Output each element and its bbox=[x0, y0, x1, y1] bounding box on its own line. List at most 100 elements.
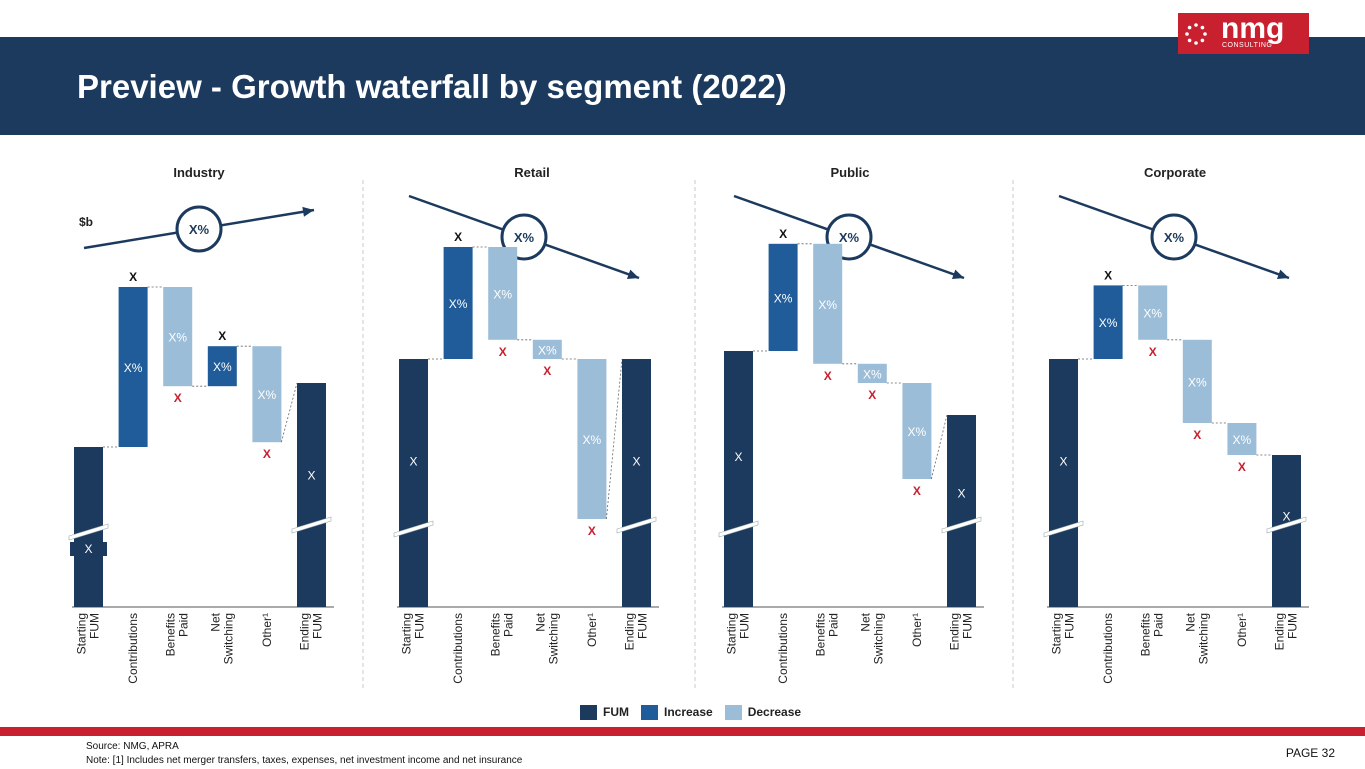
bar-value-label: X bbox=[1104, 268, 1112, 282]
category-tick-label: EndingFUM bbox=[623, 613, 650, 650]
unit-label: $b bbox=[79, 215, 93, 229]
bar-inner-label: X% bbox=[1099, 316, 1118, 330]
chart-title-retail: Retail bbox=[514, 165, 549, 180]
category-tick-label: StartingFUM bbox=[75, 613, 102, 654]
category-tick-label: EndingFUM bbox=[948, 613, 975, 650]
axis-break-icon bbox=[1266, 516, 1307, 534]
bar-inner-label: X% bbox=[538, 343, 557, 357]
bar-value-label: X bbox=[174, 391, 182, 405]
bar-inner-label: X bbox=[632, 455, 640, 469]
logo-wordmark: nmg bbox=[1221, 12, 1285, 45]
legend-label-decrease: Decrease bbox=[747, 705, 802, 719]
bar-value-label: X bbox=[868, 388, 876, 402]
connector-line bbox=[606, 358, 623, 520]
bar-increase bbox=[207, 346, 237, 387]
chart-title-industry: Industry bbox=[173, 165, 225, 180]
bar-increase bbox=[118, 287, 148, 447]
bar-decrease bbox=[163, 287, 193, 387]
bar-decrease bbox=[1138, 285, 1168, 340]
bar-inner-label: X% bbox=[449, 297, 468, 311]
trend-label: X% bbox=[839, 230, 860, 245]
bar-fum bbox=[1049, 359, 1078, 607]
bar-decrease bbox=[902, 383, 932, 479]
legend-item-decrease: Decrease bbox=[724, 704, 802, 720]
axis-break-icon bbox=[941, 516, 982, 534]
bar-value-label: X bbox=[218, 329, 226, 343]
bar-value-label: X bbox=[913, 484, 921, 498]
bar-inner-label: X% bbox=[493, 287, 512, 301]
bar-inner-label: X% bbox=[583, 433, 602, 447]
category-tick-label: Other¹ bbox=[1235, 613, 1249, 647]
trend-label: X% bbox=[514, 230, 535, 245]
connector-line bbox=[281, 382, 298, 443]
page-number: PAGE 32 bbox=[1285, 746, 1335, 760]
bar-value-label: X bbox=[588, 524, 596, 538]
category-tick-label: BenefitsPaid bbox=[1139, 613, 1166, 656]
legend-swatch-fum bbox=[580, 704, 597, 720]
bar-decrease bbox=[857, 363, 887, 383]
bar-value-label: X bbox=[824, 369, 832, 383]
bar-fum bbox=[724, 351, 753, 607]
bar-decrease bbox=[532, 339, 562, 359]
axis-break-icon bbox=[393, 520, 434, 538]
legend-item-increase: Increase bbox=[641, 704, 713, 720]
category-tick-label: BenefitsPaid bbox=[489, 613, 516, 656]
category-tick-label: Contributions bbox=[451, 613, 465, 684]
legend-item-fum: FUM bbox=[580, 704, 629, 720]
category-tick-label: BenefitsPaid bbox=[164, 613, 191, 656]
bar-increase bbox=[1093, 285, 1123, 359]
legend-swatch-decrease bbox=[724, 704, 742, 720]
category-tick-label: BenefitsPaid bbox=[814, 613, 841, 656]
bar-inner-label: X bbox=[957, 487, 965, 501]
bar-value-label: X bbox=[779, 227, 787, 241]
chart-title-public: Public bbox=[830, 165, 869, 180]
chart-title-corporate: Corporate bbox=[1144, 165, 1206, 180]
bar-inner-label: X% bbox=[863, 367, 882, 381]
bar-decrease bbox=[1182, 339, 1212, 423]
bar-fum bbox=[622, 359, 651, 607]
bar-inner-label: X% bbox=[1188, 375, 1207, 389]
trend-arrow-head-icon bbox=[626, 269, 639, 280]
bar-fum bbox=[1272, 455, 1301, 607]
category-tick-label: Contributions bbox=[126, 613, 140, 684]
bar-fum bbox=[297, 383, 326, 607]
category-tick-label: EndingFUM bbox=[1273, 613, 1300, 650]
bar-inner-label: X% bbox=[213, 360, 232, 374]
bar-value-label: X bbox=[1238, 460, 1246, 474]
legend-label-increase: Increase bbox=[664, 705, 713, 719]
axis-break-icon bbox=[718, 520, 759, 538]
bar-increase bbox=[443, 247, 473, 359]
legend-swatch-increase bbox=[641, 704, 658, 720]
trend-badge bbox=[175, 205, 223, 253]
connector-line bbox=[931, 414, 948, 480]
logo-subtitle: CONSULTING bbox=[1222, 42, 1273, 49]
axis-break-icon bbox=[616, 516, 657, 534]
trend-arrow-head-icon bbox=[302, 206, 314, 217]
bar-inner-label: X% bbox=[1233, 433, 1252, 447]
trend-badge bbox=[1150, 213, 1198, 261]
bar-inner-label: X% bbox=[168, 331, 187, 345]
category-tick-label: Contributions bbox=[1101, 613, 1115, 684]
nmg-logo: nmg CONSULTING bbox=[1178, 13, 1309, 54]
category-tick-label: StartingFUM bbox=[400, 613, 427, 654]
bar-value-label: X bbox=[499, 345, 507, 359]
bar-inner-label: X% bbox=[818, 298, 837, 312]
category-tick-label: NetSwitching bbox=[1183, 612, 1210, 664]
bar-inner-label: X% bbox=[124, 361, 143, 375]
bar-fum bbox=[399, 359, 428, 607]
chart-legend: FUM Increase Decrease bbox=[580, 703, 813, 721]
trend-arrow-head-icon bbox=[1276, 269, 1289, 280]
header-bar bbox=[0, 37, 1365, 135]
footnote: Note: [1] Includes net merger transfers,… bbox=[86, 755, 523, 766]
bar-value-label: X bbox=[543, 364, 551, 378]
footer-accent-bar bbox=[0, 727, 1365, 736]
bar-decrease bbox=[1227, 423, 1257, 455]
category-tick-label: StartingFUM bbox=[1050, 613, 1077, 654]
bar-inner-label: X bbox=[734, 450, 742, 464]
bar-inner-label: X% bbox=[1143, 307, 1162, 321]
bar-decrease bbox=[577, 359, 607, 519]
axis-break-icon bbox=[68, 523, 109, 541]
category-tick-label: Other¹ bbox=[585, 613, 599, 647]
category-tick-label: Other¹ bbox=[910, 613, 924, 647]
bar-inner-label: X bbox=[1059, 455, 1067, 469]
